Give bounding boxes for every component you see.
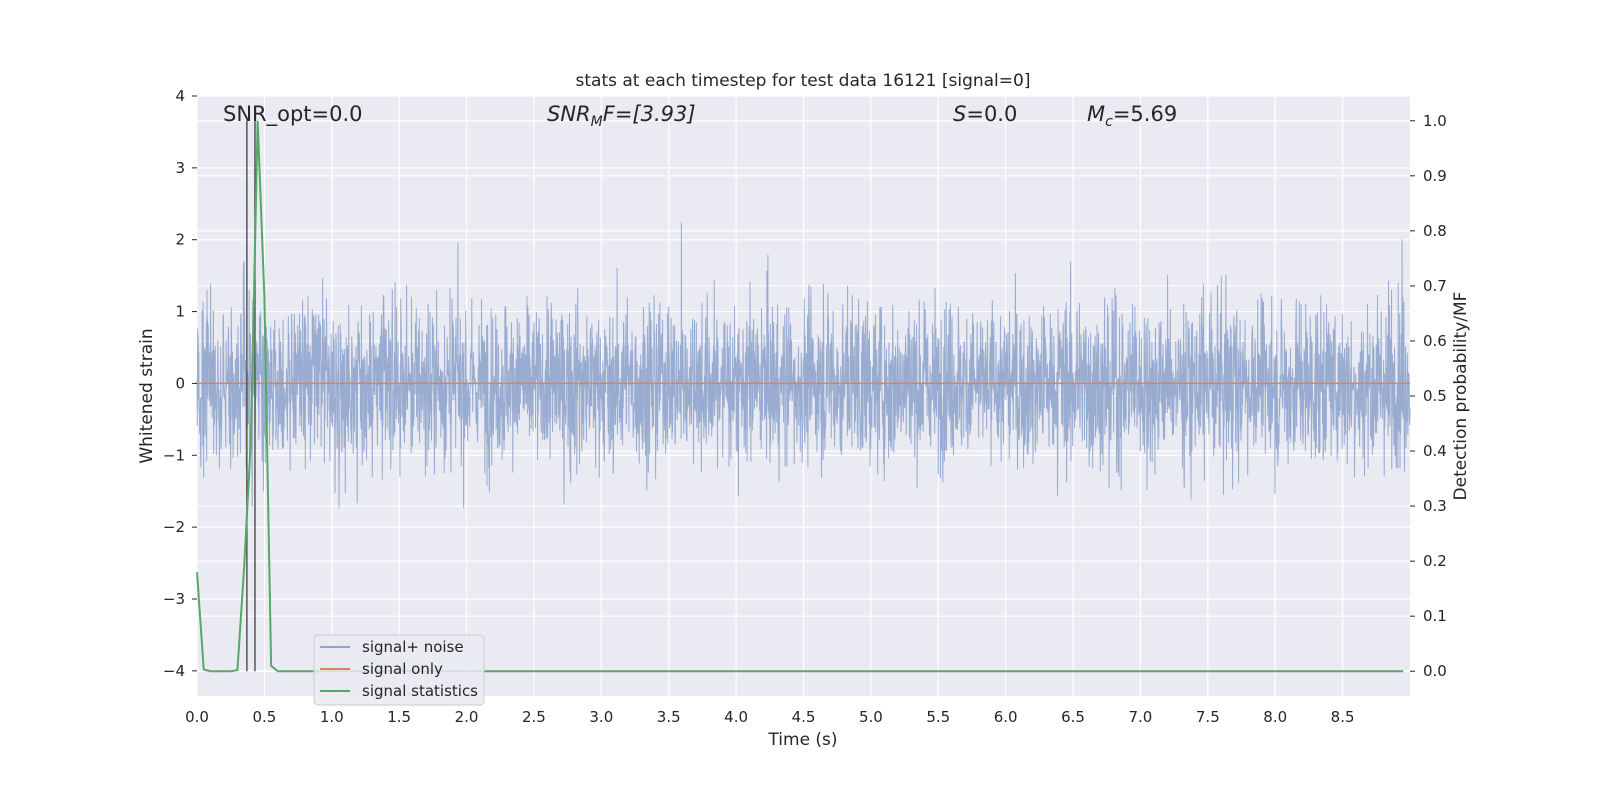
y-tick-label: 3 bbox=[175, 159, 185, 177]
y-right-tick-label: 0.0 bbox=[1423, 662, 1447, 680]
signal-noise-line bbox=[196, 222, 1411, 509]
annotation-snr-mf-rest: F=[3.93] bbox=[603, 102, 696, 126]
x-tick-label: 5.5 bbox=[926, 708, 950, 726]
x-tick-label: 7.5 bbox=[1196, 708, 1220, 726]
y-right-tick-label: 0.8 bbox=[1423, 222, 1447, 240]
x-tick-label: 1.5 bbox=[387, 708, 411, 726]
chart-title: stats at each timestep for test data 161… bbox=[576, 71, 1031, 91]
legend-label-noise: signal+ noise bbox=[362, 638, 464, 656]
annotation-s-sym: S bbox=[953, 102, 966, 126]
y-right-tick-label: 0.1 bbox=[1423, 607, 1447, 625]
annotation-mc-sym: M bbox=[1087, 102, 1105, 126]
y-tick-label: −1 bbox=[163, 446, 185, 464]
x-tick-label: 5.0 bbox=[859, 708, 883, 726]
x-tick-label: 4.0 bbox=[724, 708, 748, 726]
y-tick-label: −4 bbox=[163, 662, 185, 680]
x-tick-label: 7.0 bbox=[1129, 708, 1153, 726]
annotation-mc-val: =5.69 bbox=[1113, 102, 1177, 126]
y-axis-right-label: Detection probability/MF bbox=[1451, 292, 1471, 501]
overlay bbox=[196, 120, 1410, 673]
x-tick-label: 3.5 bbox=[657, 708, 681, 726]
y-tick-label: 4 bbox=[175, 87, 185, 105]
annotation-snr-mf-base: SNR bbox=[547, 102, 591, 126]
y-tick-label: 1 bbox=[175, 303, 185, 321]
x-tick-label: 4.5 bbox=[792, 708, 816, 726]
y-right-tick-label: 1.0 bbox=[1423, 112, 1447, 130]
annotation-s: S=0.0 bbox=[953, 102, 1017, 126]
x-tick-label: 6.0 bbox=[994, 708, 1018, 726]
y-tick-label: 2 bbox=[175, 231, 185, 249]
y-right-tick-label: 0.9 bbox=[1423, 167, 1447, 185]
legend-box bbox=[313, 634, 485, 706]
y-tick-label: −3 bbox=[163, 590, 185, 608]
x-tick-label: 2.0 bbox=[455, 708, 479, 726]
x-tick-label: 6.5 bbox=[1061, 708, 1085, 726]
x-tick-label: 8.5 bbox=[1331, 708, 1355, 726]
annotation-s-val: =0.0 bbox=[966, 102, 1017, 126]
legend-label-stats: signal statistics bbox=[362, 682, 478, 700]
tick-labels: 0.0 0.5 1.0 1.5 2.0 2.5 3.0 3.5 4.0 4.5 5.0 5.5 6.0 6… bbox=[163, 87, 1447, 726]
signal-statistics-line bbox=[196, 120, 1404, 673]
annotation-mc: Mc=5.69 bbox=[1087, 102, 1177, 130]
x-tick-label: 8.0 bbox=[1263, 708, 1287, 726]
legend: signal+ noise signal only signal statist… bbox=[313, 634, 485, 706]
x-tick-label: 0.5 bbox=[252, 708, 276, 726]
y-right-tick-label: 0.2 bbox=[1423, 552, 1447, 570]
x-axis-label: Time (s) bbox=[767, 730, 837, 750]
y-right-tick-label: 0.6 bbox=[1423, 332, 1447, 350]
y-right-tick-label: 0.7 bbox=[1423, 277, 1447, 295]
y-axis-label: Whitened strain bbox=[137, 328, 157, 463]
annotation-snr-mf: SNRMF=[3.93] bbox=[547, 102, 696, 130]
y-tick-label: −2 bbox=[163, 518, 185, 536]
signal-noise-series bbox=[196, 222, 1411, 509]
x-tick-label: 3.0 bbox=[589, 708, 613, 726]
x-tick-label: 0.0 bbox=[185, 708, 209, 726]
legend-label-signal: signal only bbox=[362, 660, 443, 678]
annotation-snr-opt: SNR_opt=0.0 bbox=[223, 102, 363, 127]
y-tick-label: 0 bbox=[175, 374, 185, 392]
y-right-tick-label: 0.5 bbox=[1423, 387, 1447, 405]
annotation-mc-sub: c bbox=[1105, 114, 1113, 130]
x-tick-label: 2.5 bbox=[522, 708, 546, 726]
y-right-tick-label: 0.3 bbox=[1423, 497, 1447, 515]
annotation-snr-mf-sub: M bbox=[591, 114, 603, 130]
x-tick-label: 1.0 bbox=[320, 708, 344, 726]
y-right-tick-label: 0.4 bbox=[1423, 442, 1447, 460]
